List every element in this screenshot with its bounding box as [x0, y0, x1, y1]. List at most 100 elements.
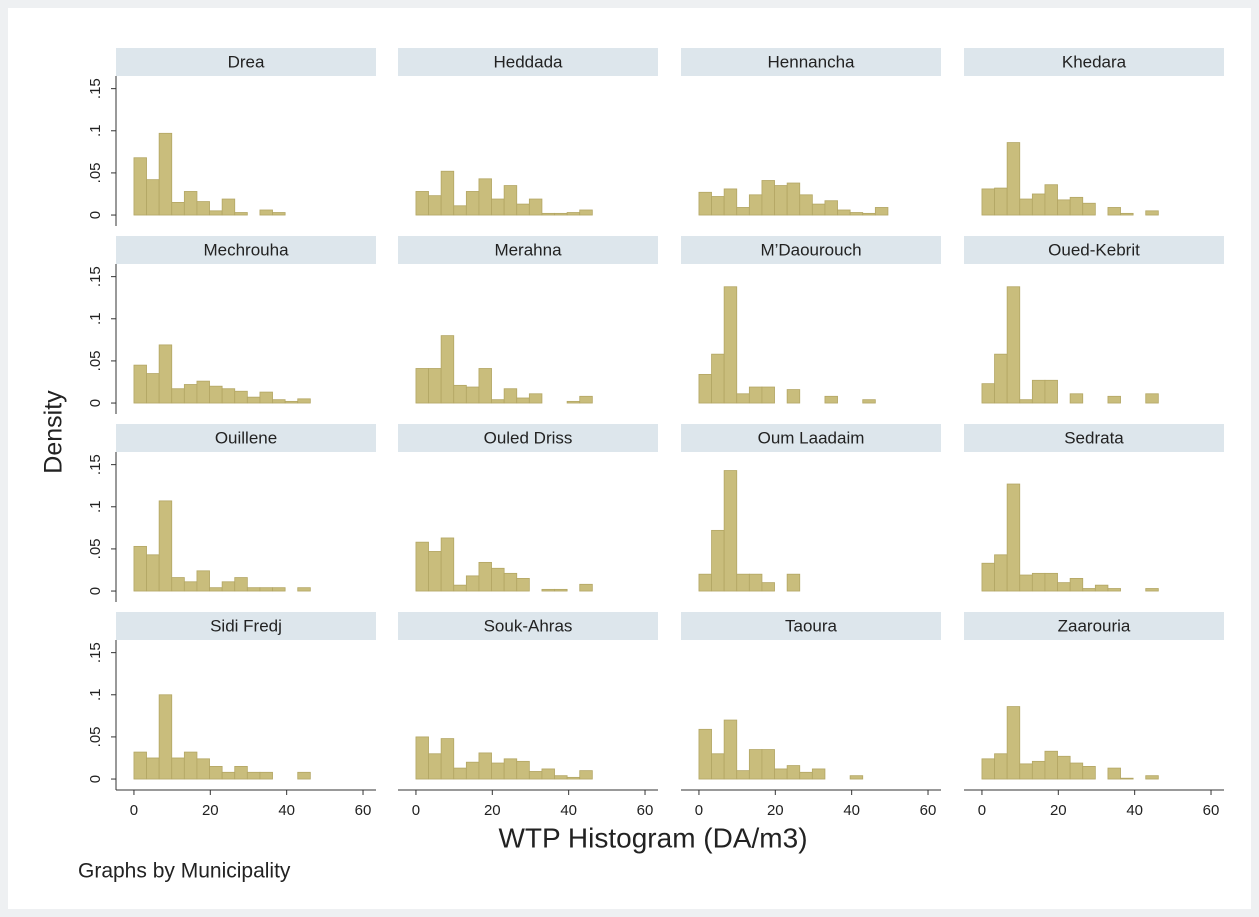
bar [259, 391, 273, 404]
bar [566, 776, 581, 780]
bar [994, 353, 1008, 404]
bar [158, 344, 173, 404]
bar [736, 770, 750, 780]
bar [541, 768, 555, 780]
bar [234, 577, 248, 592]
bar [748, 194, 763, 216]
bar [259, 771, 273, 780]
bar [146, 554, 160, 592]
bar [1120, 777, 1134, 780]
bar [491, 567, 505, 592]
bar [440, 170, 455, 216]
bar [761, 180, 775, 216]
bar [698, 573, 712, 592]
bar [748, 749, 763, 780]
bar [849, 775, 864, 780]
panel-title: Merahna [494, 240, 562, 259]
bar [566, 400, 581, 404]
bar [428, 195, 442, 216]
strip [964, 424, 1224, 452]
bar [272, 587, 286, 592]
bar [428, 368, 442, 404]
bar [736, 207, 750, 216]
bar [1019, 763, 1033, 780]
bar [171, 202, 185, 216]
bar [761, 582, 775, 592]
strip [116, 48, 376, 76]
bar [811, 203, 826, 216]
x-tick-label: 0 [695, 802, 703, 819]
bar [503, 758, 518, 780]
bar [183, 751, 198, 780]
y-tick-label: .15 [87, 78, 104, 99]
x-axis-title: WTP Histogram (DA/m3) [498, 822, 807, 853]
bar [1019, 574, 1033, 592]
panel-title: Taoura [785, 616, 838, 635]
bar [711, 529, 725, 592]
bar [1019, 198, 1033, 216]
strip [398, 236, 658, 264]
bar [748, 573, 763, 592]
bar [503, 388, 518, 404]
panel-title: Drea [228, 52, 265, 71]
y-tick-label: 0 [87, 211, 104, 219]
bar [1145, 210, 1159, 216]
strip [681, 424, 941, 452]
bar [837, 209, 851, 216]
x-tick-label: 60 [920, 802, 937, 819]
bar [133, 364, 147, 404]
x-tick-label: 0 [978, 802, 986, 819]
bar [994, 187, 1008, 216]
bar [478, 178, 492, 216]
bar [453, 584, 467, 592]
bar [146, 179, 160, 216]
bar [786, 765, 801, 780]
bar [196, 380, 210, 404]
y-axis-title: Density [40, 390, 68, 474]
bar [774, 185, 788, 216]
bar [146, 373, 160, 404]
bar [272, 212, 286, 216]
bar [259, 587, 273, 592]
bar [1082, 766, 1096, 780]
bar [516, 397, 530, 404]
bar [284, 400, 299, 404]
bar [246, 396, 261, 404]
strip [116, 236, 376, 264]
bar [774, 768, 788, 780]
y-tick-label: .1 [87, 501, 104, 514]
bar [1031, 193, 1046, 216]
panel-title: Oued-Kebrit [1048, 240, 1140, 259]
bar [528, 198, 543, 216]
y-tick-label: .05 [87, 162, 104, 183]
bar [221, 198, 236, 216]
strip [398, 612, 658, 640]
panel-title: Ouillene [215, 428, 277, 447]
x-tick-label: 0 [130, 802, 138, 819]
bar [1031, 379, 1046, 404]
strip [681, 236, 941, 264]
bar [1082, 202, 1096, 216]
bar [1031, 760, 1046, 780]
panel-title: Mechrouha [203, 240, 289, 259]
bar [981, 188, 995, 216]
bar [183, 581, 198, 592]
panel-title: Sedrata [1064, 428, 1124, 447]
bar [1031, 572, 1046, 592]
bar [874, 207, 889, 216]
bar [209, 385, 223, 404]
bar [579, 770, 593, 780]
bar [478, 561, 492, 592]
bar [711, 353, 725, 404]
note: Graphs by Municipality [78, 860, 291, 883]
bar [158, 500, 173, 592]
bar [748, 386, 763, 404]
x-tick-label: 60 [637, 802, 654, 819]
bar [698, 728, 712, 780]
bar [528, 771, 543, 780]
bar [761, 386, 775, 404]
bar [209, 210, 223, 216]
bar [1107, 588, 1121, 592]
bar [723, 470, 738, 592]
x-tick-label: 20 [767, 802, 784, 819]
